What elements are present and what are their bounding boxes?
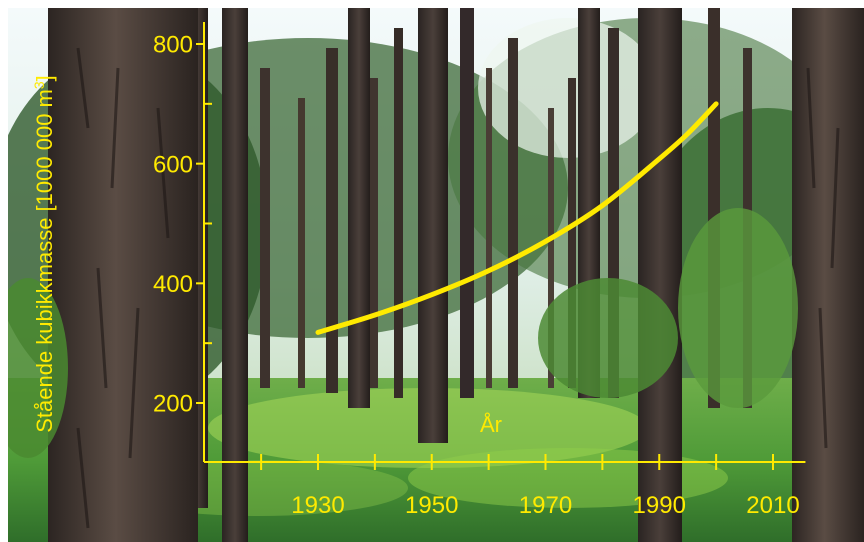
series: [315, 101, 719, 335]
y-tick-label: 600: [153, 151, 193, 178]
axes: [203, 22, 806, 463]
y-tick-label: 200: [153, 391, 193, 418]
y-ticks: 200 400 600 800: [153, 32, 212, 418]
forest-background-photo: [8, 8, 864, 542]
x-axis-label: År: [480, 412, 502, 437]
forest-photo-icon: [8, 8, 864, 542]
series-line-0: [315, 101, 719, 335]
x-tick-label: 1970: [519, 492, 572, 519]
x-tick-label: 1930: [291, 492, 344, 519]
x-tick-label: 2010: [746, 492, 799, 519]
y-tick-label: 400: [153, 271, 193, 298]
x-ticks: 1930 1950 1970 1990 2010: [260, 454, 800, 519]
x-tick-label: 1950: [405, 492, 458, 519]
y-tick-label: 800: [153, 32, 193, 59]
x-tick-label: 1990: [633, 492, 686, 519]
y-axis-label: Stående kubikkmasse [1000 000 m3]: [31, 75, 57, 433]
